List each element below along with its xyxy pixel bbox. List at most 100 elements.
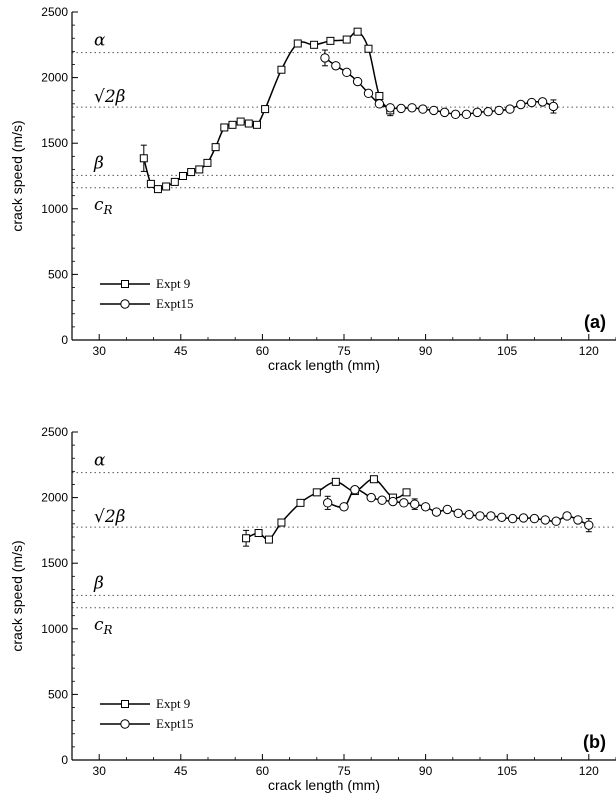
data-point [442, 504, 453, 515]
y-tick-label: 2000 [41, 491, 68, 505]
data-point [418, 104, 428, 114]
legend-marker [121, 700, 129, 708]
data-point [429, 105, 439, 116]
data-point [350, 485, 360, 495]
data-point [264, 535, 273, 544]
data-point [573, 515, 583, 525]
reference-label: β [93, 153, 104, 173]
x-tick-label: 120 [579, 764, 599, 778]
data-point [396, 103, 406, 114]
data-point [312, 488, 321, 497]
data-point [494, 105, 504, 116]
data-point [178, 172, 187, 180]
x-tick-label: 75 [337, 764, 351, 778]
data-point [211, 143, 220, 152]
data-point [353, 27, 362, 36]
data-point [139, 154, 148, 163]
y-tick-label: 2500 [41, 425, 68, 439]
x-tick-label: 45 [174, 344, 188, 358]
y-tick-label: 1500 [41, 136, 68, 150]
series-expt15 [320, 49, 559, 120]
reference-label: α [94, 31, 106, 51]
data-point [170, 177, 179, 186]
legend-label: Expt 9 [156, 696, 190, 711]
x-tick-label: 60 [256, 344, 270, 358]
data-point [475, 511, 485, 521]
data-point [236, 117, 245, 126]
data-point [261, 105, 270, 114]
panel-label: (b) [583, 732, 606, 752]
data-point [220, 123, 229, 132]
data-point [377, 495, 387, 505]
legend-marker [120, 299, 130, 309]
data-point [461, 109, 472, 120]
data-point [331, 61, 341, 71]
y-tick-label: 0 [61, 333, 68, 347]
data-point [252, 120, 261, 129]
data-point [450, 109, 461, 120]
legend-marker [120, 719, 130, 729]
x-tick-label: 75 [337, 344, 351, 358]
x-tick-label: 60 [256, 764, 270, 778]
y-tick-label: 0 [61, 753, 68, 767]
legend-label: Expt15 [156, 716, 194, 731]
x-tick-label: 45 [174, 764, 188, 778]
reference-label: cR [94, 195, 113, 217]
x-tick-label: 90 [419, 764, 433, 778]
legend-label: Expt15 [156, 296, 194, 311]
data-point [388, 496, 398, 507]
y-tick-label: 1000 [41, 622, 68, 636]
y-axis-label: crack speed (m/s) [9, 120, 25, 231]
reference-label: α [94, 451, 106, 471]
data-point [342, 67, 352, 78]
data-point [407, 103, 417, 113]
data-point [374, 99, 385, 109]
series-line [324, 57, 554, 116]
y-tick-label: 1000 [41, 202, 68, 216]
reference-label: √2β [94, 507, 126, 527]
x-tick-label: 90 [419, 344, 433, 358]
data-point [364, 44, 373, 53]
data-point [352, 76, 363, 87]
data-point [548, 101, 559, 112]
data-point [369, 475, 378, 484]
reference-label: √2β [94, 87, 126, 107]
data-point [402, 488, 411, 497]
data-point [472, 107, 482, 118]
y-axis-label: crack speed (m/s) [9, 540, 25, 651]
legend-marker [121, 280, 129, 288]
series-expt15 [322, 485, 594, 533]
data-point [375, 91, 384, 100]
y-tick-label: 2500 [41, 5, 68, 19]
data-point [431, 507, 442, 517]
data-point [464, 509, 474, 520]
data-point [366, 492, 376, 503]
x-tick-label: 120 [579, 344, 599, 358]
y-tick-label: 500 [48, 687, 68, 701]
x-tick-label: 105 [497, 344, 517, 358]
data-point [410, 499, 420, 509]
data-point [507, 513, 518, 524]
data-point [153, 185, 162, 194]
data-point [342, 35, 351, 44]
data-point [439, 107, 450, 118]
panel-a: α √2β β cR 0 500 1000 1500 2000 2500 30 45 60 75 90 105… [9, 5, 616, 373]
data-point [331, 477, 340, 486]
data-point [195, 165, 204, 174]
y-tick-label: 2000 [41, 71, 68, 85]
x-tick-label: 30 [93, 764, 107, 778]
data-point [146, 179, 155, 188]
data-point [483, 107, 493, 117]
data-point [453, 508, 463, 519]
x-tick-label: 105 [497, 764, 517, 778]
panel-label: (a) [584, 312, 606, 332]
data-point [228, 120, 237, 129]
data-point [293, 39, 302, 48]
x-tick-label: 30 [93, 344, 107, 358]
data-point [486, 511, 496, 521]
data-point [584, 520, 594, 530]
data-point [363, 88, 374, 99]
x-axis-label: crack length (mm) [268, 777, 380, 793]
data-point [518, 513, 529, 523]
